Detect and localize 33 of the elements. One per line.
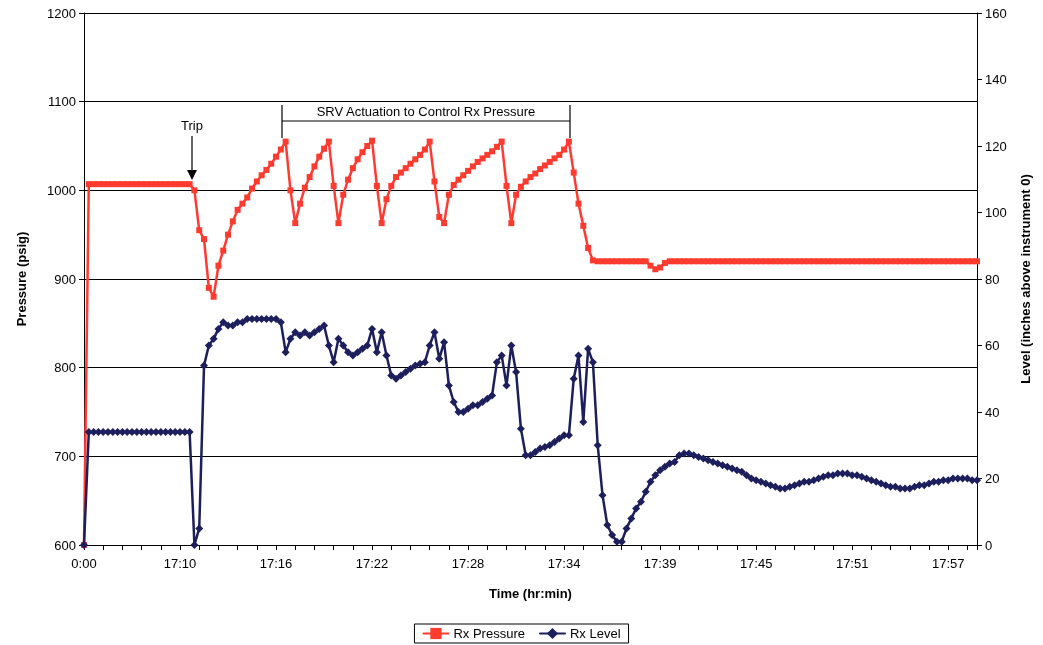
y-tick-label: 700 [54, 448, 76, 464]
annotation: SRV Actuation to Control Rx Pressure [316, 103, 536, 119]
x-axis-title: Time (hr:min) [489, 586, 572, 601]
y-tick-label: 900 [54, 271, 76, 287]
y2-tick-label: 100 [985, 205, 1007, 220]
x-tick-label: 17:34 [547, 556, 581, 571]
x-tick-label: 17:22 [355, 556, 389, 571]
annotation: Trip [181, 117, 203, 133]
x-tick-label: 17:57 [931, 556, 965, 571]
y2-tick-label: 20 [985, 471, 1000, 486]
y2-tick-label: 140 [985, 72, 1007, 87]
legend-label: Rx Level [569, 626, 621, 641]
y-tick-label: 800 [54, 360, 76, 376]
y2-tick-label: 120 [985, 138, 1007, 154]
y2-tick-label: 60 [985, 338, 1000, 353]
y2-tick-label: 80 [985, 271, 1000, 287]
y-tick-label: 1100 [48, 94, 76, 110]
y-tick-label: 1200 [47, 5, 76, 21]
x-tick-label: 17:28 [451, 556, 485, 571]
y-axis-title: Pressure (psig) [14, 231, 29, 327]
y-tick-label: 600 [54, 537, 76, 553]
x-tick-label: 17:16 [259, 556, 293, 571]
x-tick-label: 17:39 [643, 556, 677, 571]
x-tick-label: 17:10 [163, 556, 197, 571]
legend-label: Rx Pressure [453, 626, 525, 641]
y2-tick-label: 0 [985, 537, 993, 553]
x-tick-label: 0:00 [71, 556, 97, 571]
x-tick-label: 17:45 [739, 556, 773, 571]
y2-tick-label: 40 [985, 404, 1000, 420]
x-tick-label: 17:51 [835, 556, 869, 571]
y2-axis-title: Level (inches above instrument 0) [1018, 174, 1033, 384]
y-tick-label: 1000 [47, 182, 76, 198]
y2-tick-label: 160 [985, 5, 1007, 21]
